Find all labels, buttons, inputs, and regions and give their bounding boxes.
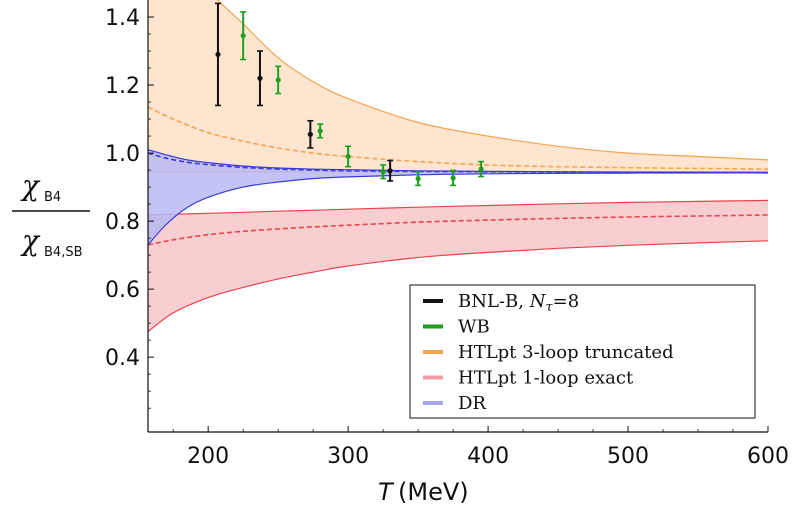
- x-tick-label-2: 400: [467, 444, 509, 469]
- x-tick-label-0: 200: [187, 444, 229, 469]
- point-1-2: [317, 128, 323, 134]
- data-points: [214, 2, 485, 187]
- band-fill-0: [148, 0, 768, 172]
- y-label-denominator-sub: B4,SB: [44, 245, 83, 260]
- legend: BNL-B, Nτ=8WB HTLpt 3-loop truncated HTLpt…: [409, 284, 756, 419]
- y-axis-label: χ B4 χ B4,SB: [12, 169, 90, 260]
- legend-label-3: HTLpt 1-loop exact: [458, 368, 634, 389]
- point-1-4: [380, 169, 386, 175]
- point-0-3: [387, 168, 393, 174]
- point-0-1: [257, 75, 263, 81]
- y-tick-label-1: 0.6: [105, 278, 140, 303]
- y-tick-label-5: 1.4: [105, 6, 140, 31]
- band-upper-1: [148, 199, 768, 216]
- band-center-2: [148, 152, 768, 174]
- x-axis-label: T (MeV): [378, 478, 469, 506]
- y-tick-label-4: 1.2: [105, 74, 140, 99]
- x-tick-label-3: 500: [607, 444, 649, 469]
- y-tick-label-0: 0.4: [105, 346, 140, 371]
- y-label-numerator-sub: B4: [44, 190, 61, 205]
- band-lower-2: [148, 172, 768, 246]
- y-label-denominator: χ: [20, 224, 41, 257]
- bands: [148, 0, 768, 333]
- point-0-0: [215, 51, 221, 58]
- x-tick-label-4: 600: [747, 444, 789, 469]
- legend-label-0: BNL-B, Nτ=8: [458, 291, 579, 315]
- x-tick-label-1: 300: [327, 444, 369, 469]
- x-label-unit: (MeV): [398, 478, 469, 506]
- legend-label-1: WB: [458, 317, 490, 338]
- y-tick-label-3: 1.0: [105, 142, 140, 167]
- band-center-1: [148, 214, 768, 246]
- legend-label-2: HTLpt 3-loop truncated: [458, 342, 674, 363]
- axis-ticks: 200 300 400 500 600 0.4 0.6 0.8 1.0 1.2 1.4: [105, 6, 789, 469]
- point-1-5: [415, 175, 421, 182]
- y-label-numerator: χ: [20, 169, 41, 202]
- band-fill-1: [148, 200, 768, 332]
- point-1-3: [345, 153, 351, 160]
- x-label-symbol: T: [378, 478, 395, 506]
- band-fill-2: [148, 149, 768, 245]
- point-1-6: [450, 175, 456, 181]
- point-1-0: [240, 33, 246, 39]
- legend-box: [409, 284, 756, 419]
- band-lower-1: [148, 240, 768, 333]
- point-1-1: [275, 77, 281, 83]
- band-center-0: [148, 106, 768, 170]
- legend-label-4: DR: [458, 393, 486, 414]
- y-tick-label-2: 0.8: [105, 210, 140, 235]
- band-upper-0: [216, 0, 768, 161]
- point-0-2: [307, 131, 313, 137]
- point-1-7: [478, 166, 484, 172]
- plot-frame: [147, 0, 768, 433]
